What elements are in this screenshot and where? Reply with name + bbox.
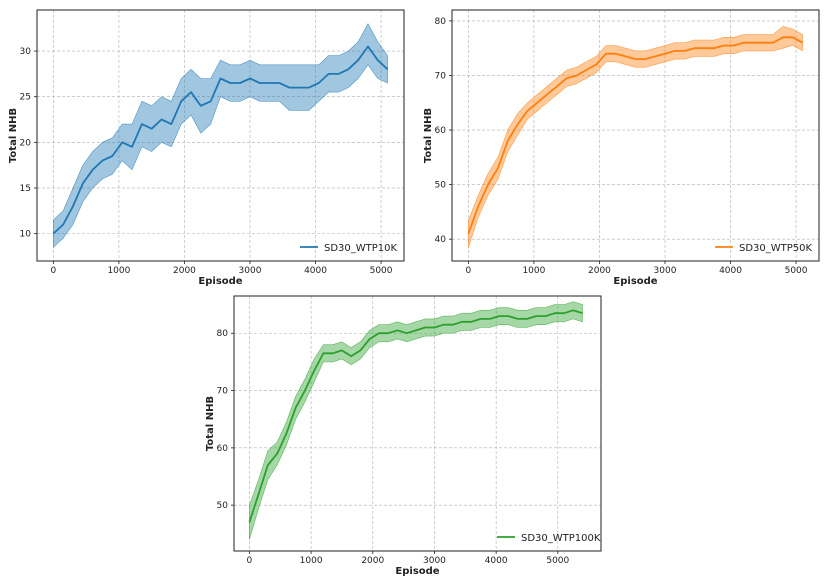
- y-tick-label: 40: [435, 235, 447, 245]
- x-tick-label: 3000: [239, 266, 262, 276]
- confidence-band: [468, 26, 803, 248]
- y-axis-label: Total NHB: [8, 108, 19, 163]
- x-axis-label: Episode: [395, 566, 439, 577]
- x-tick-label: 1000: [522, 266, 545, 276]
- legend-label: SD30_WTP50K: [739, 243, 813, 254]
- y-tick-label: 25: [20, 93, 31, 103]
- x-tick-label: 5000: [370, 266, 393, 276]
- plot-frame: [233, 295, 602, 552]
- y-tick-label: 50: [435, 181, 447, 191]
- y-tick-label: 30: [20, 47, 32, 57]
- y-tick-label: 50: [217, 501, 229, 511]
- subplot-wtp100k: 0 1000 2000 3000 4000 5000 50 60 70 80 Episode Tota…: [205, 295, 602, 577]
- x-tick-label: 3000: [654, 266, 677, 276]
- x-tick-label: 5000: [785, 266, 808, 276]
- x-tick-label: 2000: [361, 556, 384, 566]
- y-tick-label: 15: [20, 184, 31, 194]
- x-tick-label: 4000: [719, 266, 742, 276]
- x-axis-label: Episode: [613, 276, 657, 287]
- y-tick-label: 70: [217, 387, 229, 397]
- x-tick-label: 2000: [173, 266, 196, 276]
- y-tick-label: 80: [435, 17, 447, 27]
- x-tick-label: 4000: [485, 556, 508, 566]
- series-line: [248, 309, 583, 523]
- x-tick-label: 5000: [546, 556, 569, 566]
- x-tick-label: 3000: [423, 556, 446, 566]
- y-tick-label: 10: [20, 230, 32, 240]
- series-line: [52, 45, 389, 235]
- y-tick-label: 70: [435, 71, 447, 81]
- series-line: [467, 36, 804, 235]
- x-tick-label: 1000: [300, 556, 323, 566]
- y-axis-label: Total NHB: [423, 108, 434, 163]
- subplot-wtp10k: 0 1000 2000 3000 4000 5000 10 15 20 25 30 Episode To…: [8, 9, 405, 287]
- x-tick-label: 0: [466, 266, 472, 276]
- y-tick-label: 20: [20, 138, 32, 148]
- y-axis-label: Total NHB: [205, 396, 216, 451]
- legend-label: SD30_WTP100K: [521, 533, 601, 544]
- x-tick-label: 4000: [304, 266, 327, 276]
- y-tick-label: 60: [217, 444, 229, 454]
- plot-frame: [36, 9, 405, 262]
- y-tick-label: 80: [217, 329, 229, 339]
- x-tick-label: 1000: [107, 266, 130, 276]
- x-tick-label: 0: [247, 556, 253, 566]
- confidence-band: [53, 23, 388, 248]
- confidence-band: [249, 301, 583, 540]
- legend-label: SD30_WTP10K: [324, 243, 398, 254]
- x-tick-label: 0: [51, 266, 57, 276]
- subplot-wtp50k: 0 1000 2000 3000 4000 5000 40 50 60 70 80 Episode To…: [423, 9, 820, 287]
- plot-frame: [451, 9, 820, 262]
- x-tick-label: 2000: [588, 266, 611, 276]
- x-axis-label: Episode: [198, 276, 242, 287]
- y-tick-label: 60: [435, 126, 447, 136]
